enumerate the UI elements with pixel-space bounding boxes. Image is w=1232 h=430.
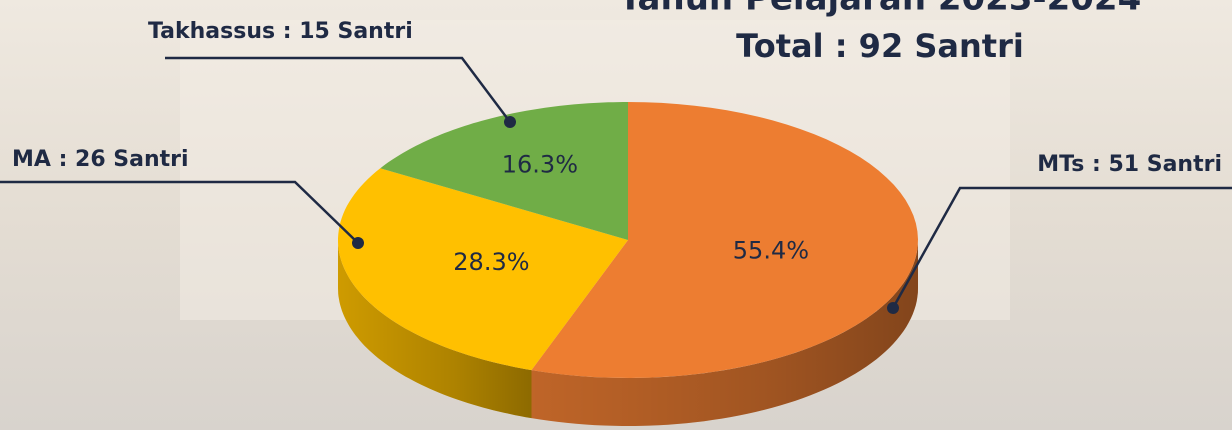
category-label: Takhassus : 15 Santri [148, 19, 413, 44]
leader-dot [887, 302, 899, 314]
value-label: 16.3% [502, 150, 578, 178]
chart: Tahun Pelajaran 2023-2024 Total : 92 San… [0, 0, 1232, 430]
category-label: MTs : 51 Santri [1037, 152, 1222, 177]
chart-subtitle: Total : 92 Santri [736, 27, 1024, 65]
leader-dot [504, 116, 516, 128]
value-label: 55.4% [733, 237, 809, 265]
value-label: 28.3% [453, 248, 529, 276]
category-label: MA : 26 Santri [12, 147, 189, 172]
leader-dot [352, 237, 364, 249]
chart-title: Tahun Pelajaran 2023-2024 [619, 0, 1142, 19]
